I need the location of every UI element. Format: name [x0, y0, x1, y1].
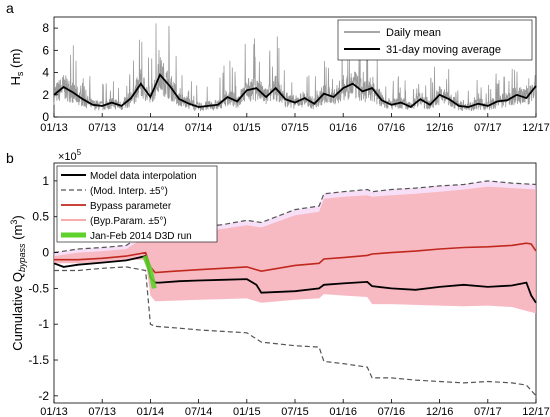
daily-mean-line: [53, 23, 537, 112]
panel-a-y-ticks: 0 2 4 6 8: [42, 21, 58, 124]
y-tick-label: 8: [42, 21, 49, 35]
y-tick-label: -2: [38, 389, 49, 403]
x-tick-label: 07/15: [281, 122, 309, 134]
panel-b-x-ticks: 01/13 07/13 01/14 07/14 01/15 07/15 01/16 07/16…: [40, 399, 550, 417]
x-tick-label: 01/13: [40, 406, 68, 417]
panel-b-y-ticks: -2 -1.5 -1 -0.5 0 0.5 1: [28, 174, 58, 403]
moving-average-line: [53, 73, 537, 109]
panel-b-y-axis-label: Cumulative Qbypass (m3): [9, 215, 27, 350]
legend-label-model: Model data interpolation: [90, 171, 197, 182]
panel-b-legend: Model data interpolation (Mod. Interp. ±…: [56, 165, 218, 243]
x-tick-label: 07/15: [281, 406, 309, 417]
legend-label-moving: 31-day moving average: [386, 44, 501, 56]
x-tick-label: 01/13: [40, 122, 68, 134]
x-tick-label: 12/17: [522, 122, 550, 134]
x-tick-label: 01/16: [329, 122, 357, 134]
panel-a-x-ticks: 01/13 07/13 01/14 07/14 01/15 07/15 01/16 07/16…: [40, 113, 550, 134]
x-tick-label: 01/14: [137, 122, 165, 134]
legend-label-byp-band: (Byp.Param. ±5°): [90, 216, 167, 227]
y-tick-label: 2: [42, 88, 49, 102]
x-tick-label: 01/14: [137, 406, 165, 417]
x-tick-label: 07/13: [88, 122, 116, 134]
legend-label-daily: Daily mean: [386, 27, 441, 39]
y-tick-label: 0.5: [32, 210, 49, 224]
model-interpolation-line: [53, 255, 537, 304]
y-tick-label: 0: [42, 110, 49, 124]
panel-b-label: b: [6, 150, 14, 166]
panel-a-legend-box: [337, 19, 533, 61]
d3d-run-line: [142, 255, 157, 289]
y-tick-label: -1.5: [28, 353, 49, 367]
panel-b-legend-box: [56, 165, 218, 243]
legend-label-d3d: Jan-Feb 2014 D3D run: [90, 231, 192, 242]
panel-a-label: a: [6, 0, 14, 16]
y-tick-label: 4: [42, 66, 49, 80]
x-tick-label: 07/13: [88, 406, 116, 417]
x-tick-label: 07/17: [474, 122, 502, 134]
y-tick-label: 6: [42, 43, 49, 57]
x-tick-label: 12/17: [522, 406, 550, 417]
x-tick-label: 12/16: [426, 406, 454, 417]
x-tick-label: 01/16: [329, 406, 357, 417]
panel-b: b ×105 -2 -1.5 -1 -0.5 0 0.5 1 01/13 07/13 01/14…: [6, 148, 550, 417]
x-tick-label: 07/16: [378, 122, 406, 134]
x-tick-label: 01/15: [233, 122, 261, 134]
x-tick-label: 07/16: [378, 406, 406, 417]
x-tick-label: 07/17: [474, 406, 502, 417]
panel-a-legend: Daily mean 31-day moving average: [337, 19, 533, 61]
x-tick-label: 07/14: [185, 406, 213, 417]
mod-interp-lower-line: [54, 266, 537, 397]
x-tick-label: 07/14: [185, 122, 213, 134]
y-tick-label: 1: [42, 174, 49, 188]
legend-label-mod-band: (Mod. Interp. ±5°): [90, 186, 168, 197]
y-tick-label: -1: [38, 317, 49, 331]
y-tick-label: -0.5: [28, 281, 49, 295]
y-axis-exponent: ×105: [58, 148, 82, 163]
daily-mean-series: [53, 23, 537, 112]
y-tick-label: 0: [42, 246, 49, 260]
x-tick-label: 12/16: [426, 122, 454, 134]
x-tick-label: 01/15: [233, 406, 261, 417]
panel-a-y-axis-label: Hs (m): [8, 49, 25, 86]
legend-label-bypass: Bypass parameter: [90, 201, 172, 212]
